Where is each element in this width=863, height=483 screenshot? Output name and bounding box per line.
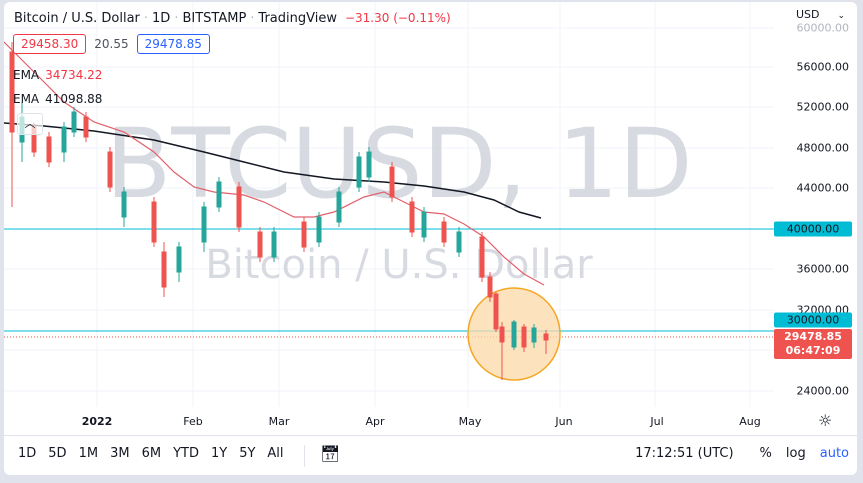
price-axis[interactable]: USD ⌄ 60000.00 56000.00 52000.00 48000.00… [774, 2, 857, 407]
divider [304, 445, 305, 467]
watermark-symbol: BTCUSD, 1D [105, 108, 692, 220]
sell-button[interactable]: 29458.30 [13, 34, 87, 54]
candles [9, 42, 549, 380]
last-price: 29478.85 [784, 330, 842, 343]
buy-button[interactable]: 29478.85 [136, 34, 210, 54]
exchange: BITSTAMP [182, 11, 247, 26]
price-tick: 48000.00 [796, 141, 850, 155]
range-1d-button[interactable]: 1D [18, 446, 37, 461]
hline-tag-30000: 30000.00 [774, 312, 852, 328]
time-tick: Jul [650, 415, 664, 428]
price-tick: 52000.00 [796, 100, 850, 114]
range-3m-button[interactable]: 3M [110, 446, 130, 461]
range-5d-button[interactable]: 5D [48, 446, 67, 461]
range-selector: 1D 5D 1M 3M 6M YTD 1Y 5Y All [18, 446, 284, 461]
ema-fast-label: EMA [13, 68, 40, 82]
ema-fast-value: 34734.22 [45, 68, 103, 82]
spread-value: 20.55 [94, 37, 129, 51]
time-tick: Feb [183, 415, 203, 428]
log-scale-button[interactable]: log [785, 446, 806, 461]
source: TradingView [258, 11, 337, 26]
currency-label: USD [796, 8, 820, 21]
price-tick: 56000.00 [796, 60, 850, 74]
price-tick: 24000.00 [796, 384, 850, 398]
price-tick: 44000.00 [796, 181, 850, 195]
percent-scale-button[interactable]: % [759, 446, 772, 461]
symbol-name[interactable]: Bitcoin / U.S. Dollar [14, 11, 140, 26]
time-tick: Mar [268, 415, 290, 428]
interval[interactable]: 1D [152, 11, 171, 26]
time-axis[interactable]: 2022 Feb Mar Apr May Jun Jul Aug ☼ [4, 407, 857, 436]
ema-fast-legend[interactable]: EMA 34734.22 [13, 68, 102, 82]
ema-slow-value: 41098.88 [45, 92, 103, 106]
time-tick: May [458, 415, 482, 428]
price-chart[interactable]: BTCUSD, 1D Bitcoin / U.S. Dollar [4, 2, 774, 407]
utc-clock[interactable]: 17:12:51 (UTC) [635, 446, 734, 461]
go-to-date-calendar-icon[interactable]: 📅︎ [320, 444, 341, 463]
bar-countdown: 06:47:09 [785, 344, 841, 357]
price-tick: 36000.00 [796, 262, 850, 276]
time-tick: Apr [365, 415, 385, 428]
symbol-title[interactable]: Bitcoin / U.S. Dollar · 1D · BITSTAMP · Tradin… [14, 11, 451, 26]
range-5y-button[interactable]: 5Y [239, 446, 256, 461]
price-tick: 60000.00 [796, 21, 850, 35]
last-price-tag: 29478.85 06:47:09 [774, 329, 852, 359]
chart-window: BTCUSD, 1D Bitcoin / U.S. Dollar [4, 2, 857, 475]
range-1y-button[interactable]: 1Y [210, 446, 228, 461]
ema-slow-line [4, 122, 542, 219]
ema-slow-legend[interactable]: EMA 41098.88 [13, 92, 102, 106]
hline-tag-40000: 40000.00 [774, 221, 852, 237]
currency-button[interactable]: USD ⌄ [796, 8, 845, 21]
bottom-toolbar: 1D 5D 1M 3M 6M YTD 1Y 5Y All 📅︎ 17:12:51… [4, 435, 857, 475]
chevron-down-icon: ⌄ [837, 11, 846, 21]
chart-pane[interactable]: BTCUSD, 1D Bitcoin / U.S. Dollar [4, 2, 774, 407]
price-change: −31.30 (−0.11%) [344, 11, 451, 25]
time-tick: 2022 [81, 415, 113, 428]
ema-slow-label: EMA [13, 92, 40, 106]
time-tick: Jun [555, 415, 573, 428]
scale-options: 17:12:51 (UTC) % log auto [635, 446, 849, 461]
range-1m-button[interactable]: 1M [78, 446, 99, 461]
trade-boxes: 29458.30 20.55 29478.85 [13, 34, 210, 54]
range-6m-button[interactable]: 6M [141, 446, 162, 461]
watermark-description: Bitcoin / U.S. Dollar [205, 242, 593, 288]
auto-scale-button[interactable]: auto [819, 446, 849, 461]
chevron-up-icon: ︿ [24, 117, 36, 130]
range-all-button[interactable]: All [267, 446, 284, 461]
range-ytd-button[interactable]: YTD [173, 446, 199, 461]
collapse-legend-button[interactable]: ︿ [17, 113, 43, 135]
time-tick: Aug [739, 415, 761, 428]
settings-gear-icon[interactable]: ☼ [818, 411, 833, 430]
